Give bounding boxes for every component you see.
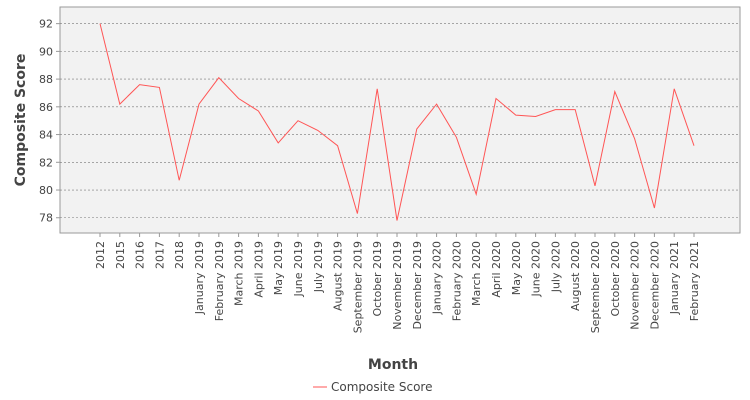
- plot-background: [59, 6, 741, 234]
- series-line-composite-score: [99, 23, 695, 221]
- x-tick-label: August 2019: [332, 241, 345, 311]
- x-tick-label: March 2020: [470, 241, 483, 306]
- x-tick-label: November 2020: [629, 241, 642, 330]
- x-tick-label: June 2019: [292, 241, 305, 297]
- legend-label: Composite Score: [331, 380, 432, 394]
- y-tick-label: 82: [39, 156, 53, 169]
- y-tick-label: 88: [39, 73, 53, 86]
- legend: Composite Score: [313, 380, 432, 394]
- x-tick-label: April 2019: [252, 241, 265, 298]
- x-tick-label: March 2019: [233, 241, 246, 306]
- x-tick-label: August 2020: [569, 241, 582, 311]
- x-tick-label: 2018: [173, 241, 186, 269]
- x-tick-label: January 2020: [431, 241, 444, 315]
- x-tick-label: July 2020: [549, 241, 562, 293]
- x-tick-label: April 2020: [490, 241, 503, 298]
- x-axis-title: Month: [368, 357, 418, 373]
- x-tick-label: 2017: [153, 241, 166, 269]
- y-axis-ticks: 78 80 82 84 86 88 90 92: [39, 18, 60, 225]
- x-tick-label: July 2019: [312, 241, 325, 293]
- x-tick-label: October 2019: [371, 241, 384, 317]
- x-tick-label: January 2021: [668, 241, 681, 315]
- x-tick-label: October 2020: [609, 241, 622, 317]
- x-tick-label: February 2020: [450, 241, 463, 321]
- y-tick-label: 86: [39, 101, 53, 114]
- x-tick-label: February 2021: [688, 241, 701, 321]
- x-axis-ticks: 2012 2015 2016 2017 2018 January 2019 February…: [94, 233, 701, 333]
- y-tick-label: 84: [39, 129, 53, 142]
- x-tick-label: January 2019: [193, 241, 206, 315]
- x-tick-label: September 2019: [351, 241, 364, 333]
- y-tick-label: 78: [39, 212, 53, 225]
- x-tick-label: May 2019: [272, 241, 285, 295]
- x-tick-label: 2012: [94, 241, 107, 269]
- y-tick-label: 92: [39, 18, 53, 31]
- gridlines: [60, 23, 740, 219]
- x-tick-label: November 2019: [391, 241, 404, 330]
- x-tick-label: June 2020: [530, 241, 543, 297]
- x-tick-label: December 2020: [648, 241, 661, 330]
- x-tick-label: December 2019: [411, 241, 424, 330]
- y-axis-title: Composite Score: [13, 54, 29, 187]
- x-tick-label: September 2020: [589, 241, 602, 333]
- x-tick-label: February 2019: [213, 241, 226, 321]
- x-tick-label: 2015: [114, 241, 127, 269]
- y-tick-label: 90: [39, 45, 53, 58]
- x-tick-label: 2016: [134, 241, 147, 269]
- y-tick-label: 80: [39, 184, 53, 197]
- x-tick-label: May 2020: [510, 241, 523, 295]
